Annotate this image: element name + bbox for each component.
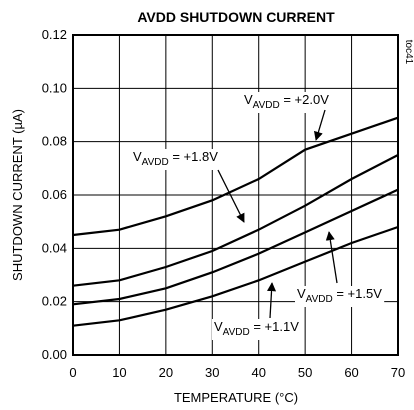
label-v: V — [244, 92, 253, 107]
label-v: V — [133, 149, 142, 164]
label-bg — [212, 319, 302, 340]
label-rest: = +1.8V — [169, 149, 218, 164]
x-tick-label: 30 — [205, 365, 219, 380]
x-tick-label: 10 — [112, 365, 126, 380]
line-series — [72, 188, 399, 306]
label-sub: AVDD — [306, 294, 333, 305]
label-sub: AVDD — [142, 157, 169, 168]
series-label: VAVDD = +2.0V — [244, 92, 329, 111]
y-tick-label: 0.06 — [42, 187, 67, 202]
x-tick-label: 40 — [251, 365, 265, 380]
y-tick-label: 0.02 — [42, 294, 67, 309]
x-tick-label: 0 — [69, 365, 76, 380]
label-sub: AVDD — [223, 327, 250, 338]
side-note: toc41 — [403, 40, 414, 65]
label-rest: = +2.0V — [280, 92, 329, 107]
arrow — [217, 169, 245, 223]
y-tick-label: 0.08 — [42, 134, 67, 149]
label-bg — [242, 92, 332, 113]
x-axis-label: TEMPERATURE (°C) — [174, 390, 298, 405]
series-label: VAVDD = +1.8V — [133, 149, 218, 168]
label-v: V — [297, 286, 306, 301]
x-tick-label: 60 — [344, 365, 358, 380]
arrow — [266, 282, 277, 319]
y-tick-label: 0.10 — [42, 80, 67, 95]
label-rest: = +1.1V — [250, 319, 299, 334]
line-series — [72, 225, 399, 327]
x-tick-label: 50 — [298, 365, 312, 380]
y-tick-label: 0.00 — [42, 347, 67, 362]
arrow — [325, 231, 338, 284]
x-tick-label: 20 — [159, 365, 173, 380]
line-series — [72, 116, 399, 237]
arrow — [313, 109, 326, 141]
chart-title: AVDD SHUTDOWN CURRENT — [137, 9, 335, 25]
series-label: VAVDD = +1.5V — [297, 286, 382, 305]
label-v: V — [214, 319, 223, 334]
x-tick-label: 70 — [391, 365, 405, 380]
line-series — [72, 154, 399, 287]
label-sub: AVDD — [253, 100, 280, 111]
y-tick-label: 0.12 — [42, 27, 67, 42]
label-bg — [131, 149, 221, 170]
plot-frame — [72, 34, 399, 356]
label-rest: = +1.5V — [333, 286, 382, 301]
y-tick-label: 0.04 — [42, 240, 67, 255]
series-label: VAVDD = +1.1V — [214, 319, 299, 338]
label-bg — [295, 286, 385, 307]
y-axis-label: SHUTDOWN CURRENT (µA) — [10, 109, 25, 281]
